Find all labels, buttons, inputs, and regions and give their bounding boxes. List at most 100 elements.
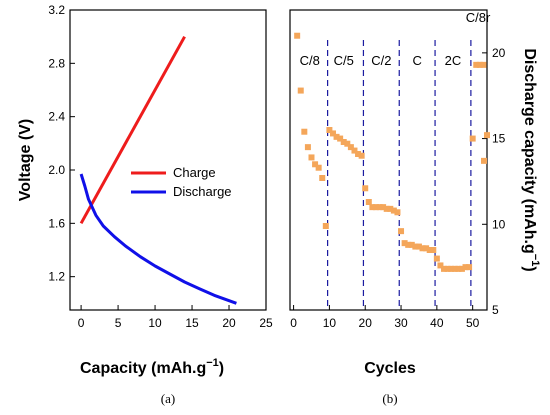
rate-label-c: C	[412, 53, 421, 68]
series-line-discharge	[79, 173, 237, 305]
y-tick-label-1-2: 1.2	[48, 270, 65, 284]
panel-a-voltage-profile: 1.2 1.6 2.0 2.4 2.8 3.2 0 5 10 15 20 25 Charge Dis…	[17, 3, 273, 406]
data-point-cycle-45	[451, 265, 458, 272]
x-tick-label-20: 20	[222, 316, 236, 330]
y-tick-label-5: 5	[492, 303, 499, 317]
x-tick-label-0: 0	[290, 316, 297, 330]
rate-label-2c: 2C	[445, 53, 462, 68]
x-tick-label-0: 0	[78, 316, 85, 330]
panel-a-y-axis-title: Voltage (V)	[17, 119, 34, 201]
data-point-cycle-12	[333, 133, 340, 140]
data-point-cycle-6	[312, 161, 319, 168]
data-point-cycle-15	[344, 140, 351, 147]
data-point-cycle-38	[426, 247, 433, 253]
data-point-cycle-18	[355, 151, 362, 157]
data-point-cycle-33	[408, 241, 415, 248]
data-point-cycle-27	[387, 205, 394, 212]
legend-label-charge: Charge	[173, 165, 216, 180]
data-point-cycle-49	[466, 264, 473, 271]
panel-b-y-ticks: 5 10 15 20	[482, 46, 506, 317]
y-tick-label-1-6: 1.6	[48, 216, 65, 230]
data-point-cycle-17	[351, 147, 358, 154]
data-point-cycle-31	[401, 240, 408, 247]
panel-b-y-axis-title-main: Discharge capacity (mAh.g	[521, 48, 538, 253]
x-tick-label-20: 20	[359, 316, 373, 330]
panel-a-caption: (a)	[161, 391, 175, 406]
data-point-cycle-23	[372, 204, 379, 211]
panel-b-x-ticks: 0 10 20 30 40 50	[290, 305, 480, 330]
data-point-cycle-36	[419, 245, 426, 252]
panel-a-x-axis-title-tail: )	[219, 360, 224, 377]
legend-label-discharge: Discharge	[173, 184, 232, 199]
data-point-cycle-22	[369, 204, 376, 211]
data-point-cycle-52	[476, 61, 483, 68]
data-point-cycle-46	[455, 265, 462, 272]
panel-b-rate-labels: C/8 C/5 C/2 C 2C C/8r	[300, 10, 491, 68]
data-point-cycle-19	[358, 152, 365, 159]
data-point-cycle-21	[365, 199, 372, 205]
data-point-cycle-8	[319, 175, 326, 181]
data-point-cycle-9	[322, 223, 329, 229]
data-point-cycle-28	[390, 207, 397, 214]
panel-b-y-axis-title-exponent: −1	[529, 254, 541, 267]
data-point-cycle-4	[304, 144, 311, 151]
data-point-cycle-55	[481, 157, 487, 164]
y-tick-label-2-4: 2.4	[48, 110, 65, 124]
panel-a-x-axis-title: Capacity (mAh.g−1)	[80, 357, 224, 377]
x-tick-label-5: 5	[115, 316, 122, 330]
panel-b-points	[294, 32, 490, 272]
data-point-cycle-48	[462, 264, 469, 271]
data-point-cycle-50	[469, 135, 476, 142]
data-point-cycle-24	[376, 204, 383, 211]
panel-b-caption: (b)	[382, 391, 397, 406]
data-point-cycle-30	[398, 228, 405, 235]
data-point-cycle-34	[412, 243, 419, 250]
x-tick-label-40: 40	[430, 316, 444, 330]
data-point-cycle-25	[380, 204, 387, 211]
panel-a-x-axis-title-main: Capacity (mAh.g	[80, 360, 206, 377]
data-point-cycle-10	[326, 127, 333, 133]
data-point-cycle-39	[430, 247, 437, 253]
rate-label-c-5: C/5	[334, 53, 354, 68]
x-tick-label-15: 15	[185, 316, 199, 330]
data-point-cycle-53	[480, 61, 487, 68]
x-tick-label-30: 30	[394, 316, 408, 330]
y-tick-label-10: 10	[492, 217, 506, 231]
data-point-cycle-47	[458, 265, 465, 272]
rate-label-c-2: C/2	[371, 53, 391, 68]
y-tick-label-2-0: 2.0	[48, 163, 65, 177]
panel-a-x-ticks: 0 5 10 15 20 25	[78, 305, 273, 330]
data-point-cycle-37	[423, 245, 430, 252]
rate-label-c-8: C/8	[300, 53, 320, 68]
data-point-cycle-1	[294, 32, 301, 39]
data-point-cycle-7	[315, 164, 322, 171]
panel-b-x-axis-title: Cycles	[364, 360, 416, 377]
data-point-cycle-44	[448, 265, 455, 272]
series-line-charge	[79, 35, 186, 225]
data-point-cycle-14	[340, 139, 347, 145]
data-point-cycle-42	[441, 265, 448, 272]
panel-b-rate-capability: 0 10 20 30 40 50 5 10 15 20 C/8 C/5 C/2 C 2C C/8r Cyc…	[289, 9, 541, 406]
data-point-cycle-5	[308, 154, 315, 161]
data-point-cycle-29	[394, 209, 401, 216]
y-tick-label-3-2: 3.2	[48, 3, 65, 17]
y-tick-label-15: 15	[492, 132, 506, 146]
data-point-cycle-54	[484, 132, 490, 139]
panel-a-frame	[69, 9, 267, 311]
data-point-cycle-26	[383, 205, 390, 212]
y-tick-label-2-8: 2.8	[48, 56, 65, 70]
panel-b-y-axis-title: Discharge capacity (mAh.g−1)	[521, 48, 541, 271]
data-point-cycle-32	[405, 241, 412, 248]
panel-a-series	[79, 35, 237, 305]
data-point-cycle-3	[301, 128, 308, 135]
data-point-cycle-51	[473, 61, 480, 68]
data-point-cycle-41	[437, 262, 444, 269]
y-tick-label-20: 20	[492, 46, 506, 60]
panel-a-y-ticks: 1.2 1.6 2.0 2.4 2.8 3.2	[48, 3, 75, 284]
panel-a-legend: Charge Discharge	[131, 165, 232, 199]
x-tick-label-50: 50	[466, 316, 480, 330]
rate-label-c-8r: C/8r	[466, 10, 491, 25]
data-point-cycle-11	[329, 130, 336, 137]
